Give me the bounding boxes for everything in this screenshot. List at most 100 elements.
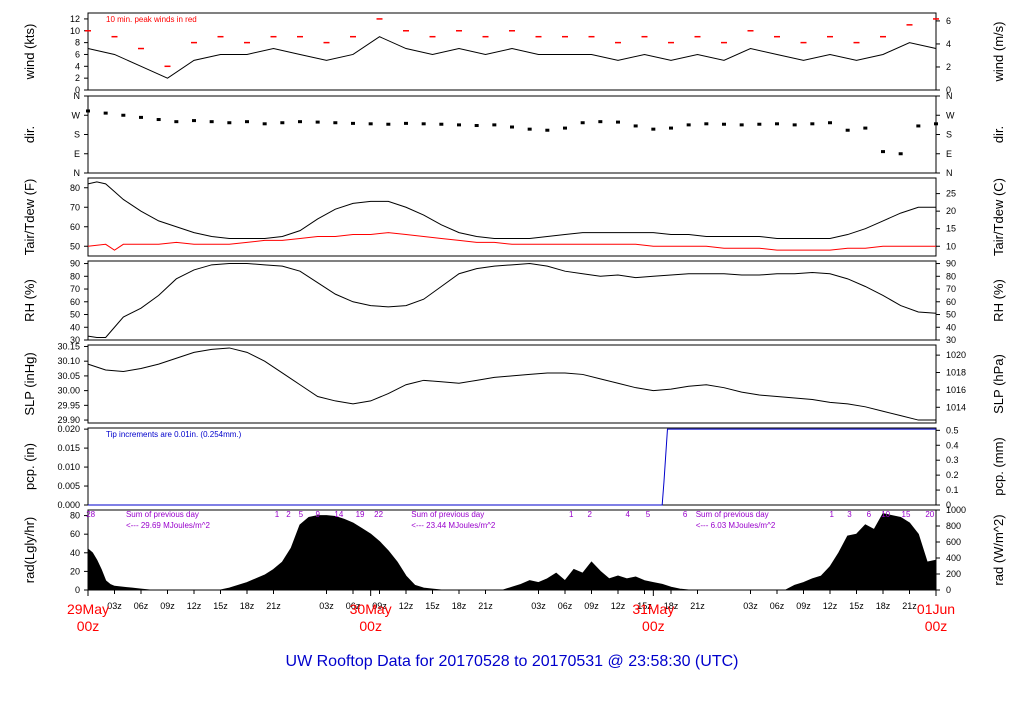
slp-left-tick-label: 30.05	[57, 371, 80, 381]
direction-series-0-point	[245, 120, 249, 124]
direction-left-tick-label: E	[74, 149, 80, 159]
direction-series-0-point	[739, 123, 744, 127]
radiation-right-axis-title: rad (W/m^2)	[991, 514, 1006, 585]
radiation-day-mark: 5	[646, 510, 651, 519]
hour-tick-label: 18z	[876, 601, 891, 611]
radiation-day-mark: 22	[374, 510, 383, 519]
date-tick-hour: 00z	[925, 618, 948, 634]
wind-left-tick-label: 4	[75, 61, 80, 71]
hour-tick-label: 21z	[902, 601, 917, 611]
rh-left-tick-label: 60	[70, 297, 80, 307]
date-tick-label: 29May	[67, 601, 109, 617]
precip-right-tick-label: 0.2	[946, 470, 959, 480]
direction-left-tick-label: S	[74, 130, 80, 140]
direction-series-0-point	[881, 150, 885, 154]
radiation-note-line2: <--- 23.44 MJoules/m^2	[411, 521, 496, 530]
radiation-series-0-area	[87, 513, 937, 591]
wind-left-axis-title: wind (kts)	[22, 24, 37, 81]
direction-series-0-point	[757, 122, 762, 126]
temperature-left-tick-label: 80	[70, 183, 80, 193]
date-tick-hour: 00z	[642, 618, 665, 634]
radiation-day-mark: 5	[299, 510, 304, 519]
radiation-day-mark: 10	[881, 510, 890, 519]
direction-series-0-point	[545, 128, 550, 132]
wind-left-tick-label: 0	[75, 85, 80, 95]
radiation-day-mark: 1	[275, 510, 280, 519]
radiation-day-mark: 15	[902, 510, 911, 519]
slp-right-tick-label: 1020	[946, 350, 966, 360]
hour-tick-label: 21z	[266, 601, 281, 611]
slp-right-axis-title: SLP (hPa)	[991, 354, 1006, 414]
rh-right-tick-label: 60	[946, 297, 956, 307]
direction-series-0-point	[828, 121, 832, 125]
slp-left-tick-label: 29.95	[57, 400, 80, 410]
direction-series-0-point	[898, 152, 903, 156]
temperature-left-axis-title: Tair/Tdew (F)	[22, 179, 37, 256]
direction-left-tick-label: W	[72, 110, 81, 120]
wind-series-1-line	[87, 36, 937, 79]
rh-left-tick-label: 80	[70, 271, 80, 281]
wind-right-tick-label: 0	[946, 85, 951, 95]
temperature-left-tick-label: 50	[70, 241, 80, 251]
wind-right-axis-title: wind (m/s)	[991, 22, 1006, 83]
direction-series-0-point	[792, 123, 797, 127]
direction-series-0-point	[174, 120, 179, 124]
rh-left-tick-label: 50	[70, 310, 80, 320]
radiation-note-line2: <--- 29.69 MJoules/m^2	[126, 521, 211, 530]
direction-series-0-point	[563, 126, 567, 130]
direction-series-0-point	[439, 122, 444, 126]
direction-series-0-point	[510, 125, 514, 129]
slp-right-tick-label: 1018	[946, 368, 966, 378]
direction-series-0-point	[280, 121, 285, 125]
direction-series-0-point	[704, 122, 709, 126]
hour-tick-label: 12z	[611, 601, 626, 611]
direction-left-tick-label: N	[74, 91, 81, 101]
direction-series-0-point	[616, 120, 620, 124]
direction-series-0-point	[404, 121, 408, 125]
rh-frame	[87, 260, 937, 341]
radiation-day-mark: 2	[286, 510, 291, 519]
precip-series-0-line	[88, 428, 936, 506]
radiation-right-tick-label: 600	[946, 537, 961, 547]
hour-tick-label: 18z	[664, 601, 679, 611]
radiation-left-tick-label: 40	[70, 548, 80, 558]
radiation-day-mark: 3	[847, 510, 852, 519]
direction-left-tick-label: N	[74, 168, 81, 178]
temperature-left-tick-label: 60	[70, 222, 80, 232]
radiation-day-mark: 6	[867, 510, 872, 519]
rh-left-tick-label: 30	[70, 335, 80, 345]
direction-series-0-point	[775, 122, 779, 126]
radiation-left-tick-label: 20	[70, 566, 80, 576]
direction-series-0-point	[298, 120, 302, 124]
temperature-right-tick-label: 10	[946, 241, 956, 251]
temperature-right-tick-label: 25	[946, 189, 956, 199]
precip-right-tick-label: 0.3	[946, 455, 959, 465]
precip-frame	[87, 427, 937, 506]
direction-series-0-point	[722, 122, 726, 126]
precip-left-tick-label: 0.010	[57, 462, 80, 472]
direction-series-0-point	[457, 123, 461, 127]
radiation-frame	[87, 509, 937, 591]
page-title: UW Rooftop Data for 20170528 to 20170531…	[286, 653, 739, 670]
radiation-day-mark: 6	[683, 510, 688, 519]
radiation-right-tick-label: 1000	[946, 505, 966, 515]
wind-right-tick-label: 4	[946, 39, 951, 49]
direction-series-0-point	[474, 124, 479, 128]
radiation-left-tick-label: 60	[70, 529, 80, 539]
precip-annotation: Tip increments are 0.01in. (0.254mm.)	[106, 430, 242, 439]
hour-tick-label: 03z	[107, 601, 122, 611]
direction-series-0-point	[580, 121, 585, 125]
temperature-left-tick-label: 70	[70, 202, 80, 212]
wind-left-tick-label: 6	[75, 49, 80, 59]
radiation-right-tick-label: 400	[946, 553, 961, 563]
radiation-day-mark: 1	[569, 510, 574, 519]
hour-tick-label: 12z	[187, 601, 202, 611]
rh-series-0-line	[87, 263, 937, 338]
radiation-note-line1: Sum of previous day	[126, 510, 199, 519]
radiation-day-mark: 19	[356, 510, 365, 519]
hour-tick-label: 09z	[584, 601, 599, 611]
date-tick-label: 31May	[632, 601, 674, 617]
